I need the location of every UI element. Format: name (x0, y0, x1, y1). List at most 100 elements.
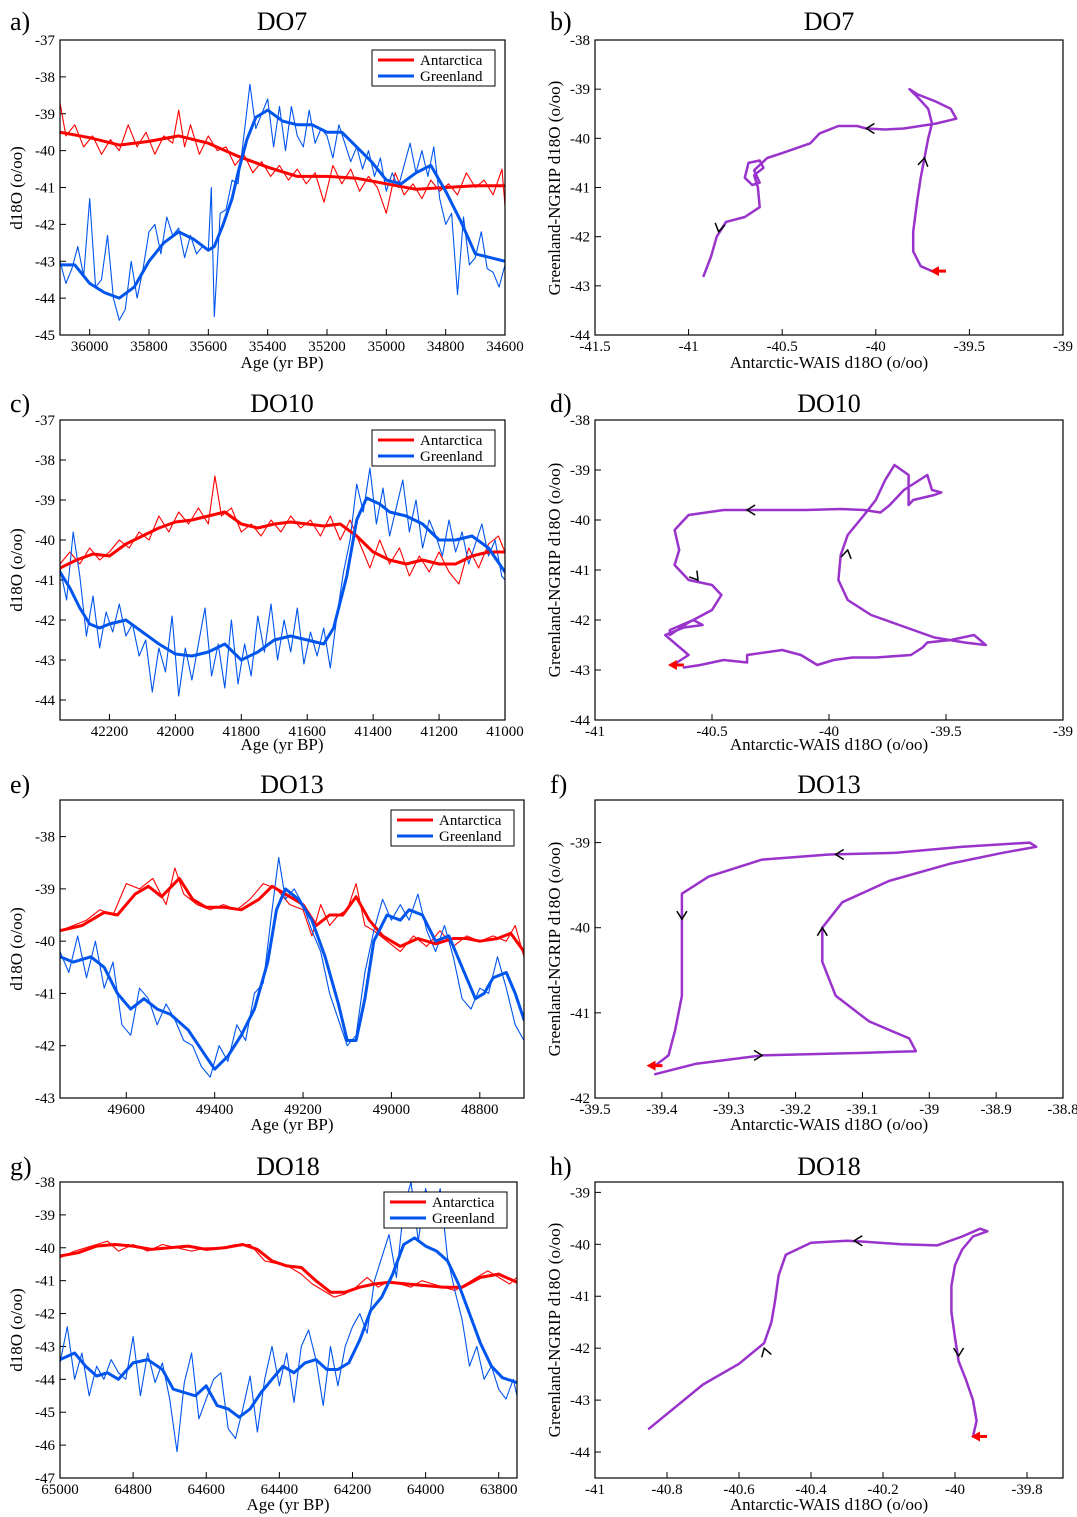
x-tick-label: 41800 (223, 724, 261, 740)
y-axis-label: d18O (o/oo) (7, 146, 26, 230)
y-tick-label: -43 (570, 279, 590, 295)
legend-box (390, 809, 515, 847)
y-tick-label: -38 (35, 453, 55, 469)
greenland-smoothed-line (60, 108, 505, 300)
x-tick-label: -39.3 (713, 1102, 744, 1118)
start-arrow-head (667, 660, 677, 670)
direction-arrow (745, 504, 756, 516)
direction-arrow (676, 910, 688, 921)
y-tick-label: -37 (35, 33, 55, 49)
x-tick-label: -39 (1053, 339, 1073, 355)
x-tick-label: -39.5 (579, 1102, 610, 1118)
greenland-raw-line (60, 467, 505, 697)
plot-frame (59, 1181, 518, 1479)
panel-title: DO13 (797, 770, 861, 799)
greenland-smoothed-line (60, 1236, 517, 1419)
y-tick-label: -44 (35, 1372, 55, 1388)
x-tick-label: 41200 (420, 724, 458, 740)
start-arrow-head (971, 1431, 980, 1442)
y-axis-label: Greenland-NGRIP d18O (o/oo) (545, 842, 564, 1057)
phase-trajectory (653, 841, 1038, 1076)
y-tick-label: -38 (35, 70, 55, 86)
x-tick-label: 34600 (486, 339, 524, 355)
y-axis-label: Greenland-NGRIP d18O (o/oo) (545, 1223, 564, 1438)
x-axis-label: Age (yr BP) (240, 735, 323, 754)
panel-letter: e) (10, 770, 30, 799)
plot-area (60, 856, 524, 1078)
start-arrow-head (929, 266, 939, 277)
antarctica-smoothed-line (60, 876, 524, 954)
panel-letter: b) (550, 7, 572, 36)
x-tick-label: 35200 (308, 339, 346, 355)
x-tick-label: 49400 (196, 1102, 234, 1118)
x-tick-label: -41 (585, 1482, 605, 1498)
x-axis-label: Age (yr BP) (250, 1115, 333, 1134)
legend-label: Antarctica (420, 433, 483, 449)
x-tick-label: 65000 (41, 1482, 79, 1498)
legend-label: Antarctica (420, 53, 483, 69)
antarctica-raw-line (60, 475, 505, 585)
legend-label: Greenland (420, 449, 483, 465)
y-axis-label: Greenland-NGRIP d18O (o/oo) (545, 463, 564, 678)
panel-letter: a) (10, 7, 30, 36)
y-tick-label: -42 (35, 217, 55, 233)
x-tick-label: 63800 (480, 1482, 518, 1498)
y-tick-label: -40 (570, 921, 590, 937)
x-tick-label: 35400 (249, 339, 287, 355)
y-tick-label: -41 (570, 563, 590, 579)
antarctica-raw-line (60, 1240, 517, 1298)
panel-title: DO7 (257, 7, 308, 36)
panel-title: DO18 (797, 1152, 861, 1181)
plot-area (60, 83, 505, 321)
x-axis-label: Age (yr BP) (240, 353, 323, 372)
y-tick-label: -43 (35, 653, 55, 669)
x-tick-label: -40 (819, 724, 839, 740)
y-tick-label: -40 (570, 513, 590, 529)
legend-label: Greenland (420, 69, 483, 85)
direction-arrow (688, 570, 699, 582)
panel-title: DO7 (804, 7, 855, 36)
direction-arrow (952, 1347, 965, 1358)
y-tick-label: -39 (35, 493, 55, 509)
panel-g: g) DO18 Age (yr BP) d18O (o/oo) 65000 648… (7, 1152, 518, 1514)
x-axis-label: Antarctic-WAIS d18O (o/oo) (730, 353, 928, 372)
x-tick-label: -39.4 (646, 1102, 678, 1118)
x-tick-label: -39.2 (780, 1102, 811, 1118)
x-axis-label: Antarctic-WAIS d18O (o/oo) (730, 1115, 928, 1134)
antarctica-smoothed-line (60, 130, 505, 191)
x-tick-label: 49200 (284, 1102, 322, 1118)
antarctica-raw-line (60, 867, 524, 957)
panel-c: c) DO10 Age (yr BP) d18O (o/oo) 42200 420… (7, 389, 524, 754)
direction-arrow (760, 1346, 772, 1358)
x-tick-label: 35000 (368, 339, 406, 355)
y-tick-label: -37 (35, 413, 55, 429)
y-tick-label: -38 (570, 33, 590, 49)
y-tick-label: -43 (35, 254, 55, 270)
y-tick-label: -45 (35, 328, 55, 344)
y-tick-label: -43 (35, 1339, 55, 1355)
x-tick-label: -39 (1053, 724, 1073, 740)
y-tick-label: -39 (570, 836, 590, 852)
y-tick-label: -42 (570, 230, 590, 246)
y-tick-label: -42 (570, 1091, 590, 1107)
y-tick-label: -40 (35, 934, 55, 950)
direction-arrow (834, 848, 845, 861)
plot-area (647, 1227, 989, 1442)
x-tick-label: -39.8 (1011, 1482, 1042, 1498)
x-tick-label: 42200 (91, 724, 129, 740)
panel-b: b) DO7 Antarctic-WAIS d18O (o/oo) Greenl… (545, 7, 1073, 372)
x-tick-label: 64600 (187, 1482, 225, 1498)
panel-letter: f) (550, 770, 567, 799)
panel-letter: g) (10, 1152, 32, 1181)
x-tick-label: -38.8 (1047, 1102, 1077, 1118)
y-tick-label: -42 (35, 1039, 55, 1055)
panel-title: DO13 (260, 770, 324, 799)
panel-h: h) DO18 Antarctic-WAIS d18O (o/oo) Green… (545, 1152, 1064, 1514)
x-tick-label: 35600 (190, 339, 228, 355)
phase-trajectory (702, 87, 958, 278)
y-tick-label: -44 (570, 1445, 590, 1461)
y-tick-label: -41 (570, 1289, 590, 1305)
